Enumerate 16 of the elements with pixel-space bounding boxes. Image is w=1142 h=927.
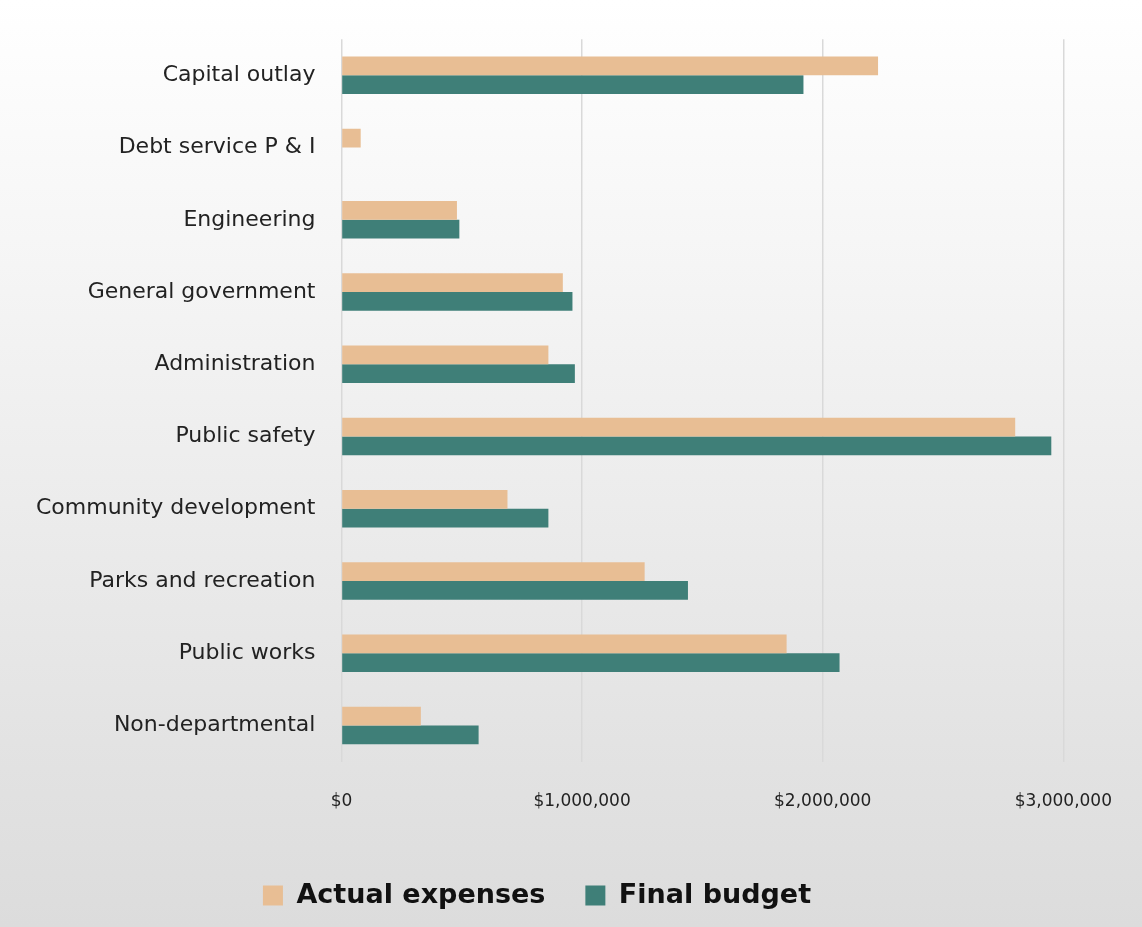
y-tick-label: Community development bbox=[35, 494, 316, 520]
y-tick-label: Public safety bbox=[175, 422, 316, 448]
legend-label: Actual expenses bbox=[296, 877, 546, 909]
y-tick-label: Parks and recreation bbox=[89, 566, 316, 592]
x-tick-label: $0 bbox=[330, 790, 353, 811]
x-tick-label: $3,000,000 bbox=[1014, 790, 1112, 811]
y-tick-label: Public works bbox=[178, 638, 316, 664]
x-tick-label: $1,000,000 bbox=[533, 790, 631, 811]
y-tick-label: Debt service P & I bbox=[118, 133, 316, 159]
y-tick-label: Administration bbox=[154, 350, 316, 375]
legend-label: Final budget bbox=[618, 877, 812, 909]
y-tick-label: Capital outlay bbox=[162, 61, 316, 87]
x-tick-label: $2,000,000 bbox=[774, 790, 872, 811]
y-tick-label: Engineering bbox=[183, 205, 316, 231]
y-tick-label: General government bbox=[87, 277, 316, 303]
y-tick-label: Non-departmental bbox=[113, 711, 316, 737]
